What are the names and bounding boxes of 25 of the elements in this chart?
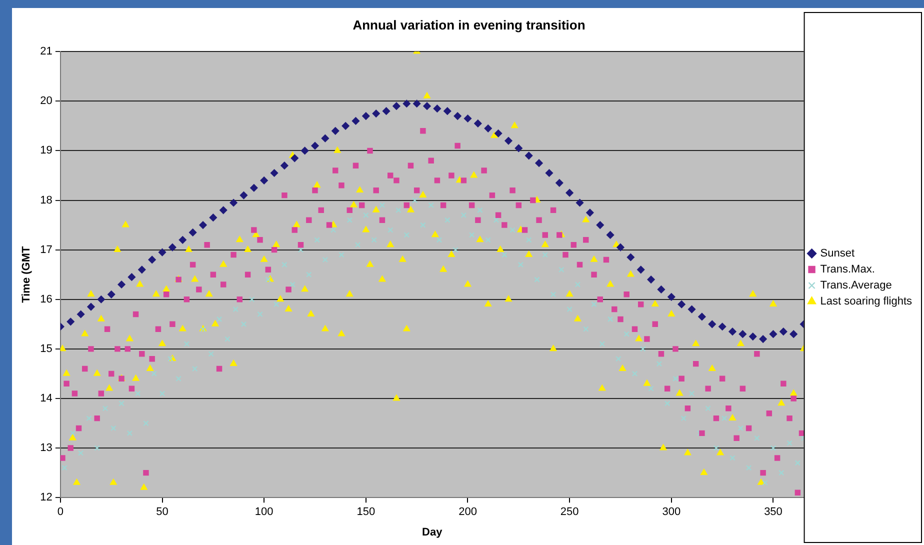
legend-label: Trans.Average: [820, 280, 892, 292]
x-tick-label: 100: [254, 506, 274, 518]
y-tick-label: 14: [40, 392, 52, 405]
legend-label: Last soaring flights: [820, 296, 912, 308]
x-tick-label: 300: [662, 506, 681, 518]
chart-title: Annual variation in evening transition: [352, 17, 586, 32]
y-tick-label: 18: [40, 194, 52, 206]
x-axis-title: Day: [422, 526, 444, 538]
legend-label: Sunset: [820, 248, 855, 260]
y-tick-label: 12: [40, 492, 52, 504]
y-tick-label: 15: [40, 342, 52, 355]
x-tick-label: 50: [156, 506, 168, 518]
x-tick-label: 0: [57, 506, 64, 518]
y-axis-title: Time (GMT: [20, 246, 33, 303]
y-tick-label: 16: [40, 293, 52, 306]
x-tick-label: 150: [356, 506, 376, 518]
x-tick-label: 250: [560, 506, 579, 518]
y-tick-label: 17: [40, 244, 52, 256]
y-tick-label: 19: [40, 144, 52, 157]
legend-label: Trans.Max.: [820, 264, 875, 276]
y-tick-label: 20: [40, 95, 52, 108]
y-tick-label: 13: [40, 442, 52, 454]
x-tick-label: 200: [458, 506, 477, 518]
y-tick-label: 21: [40, 46, 52, 58]
x-tick-label: 350: [764, 506, 782, 518]
